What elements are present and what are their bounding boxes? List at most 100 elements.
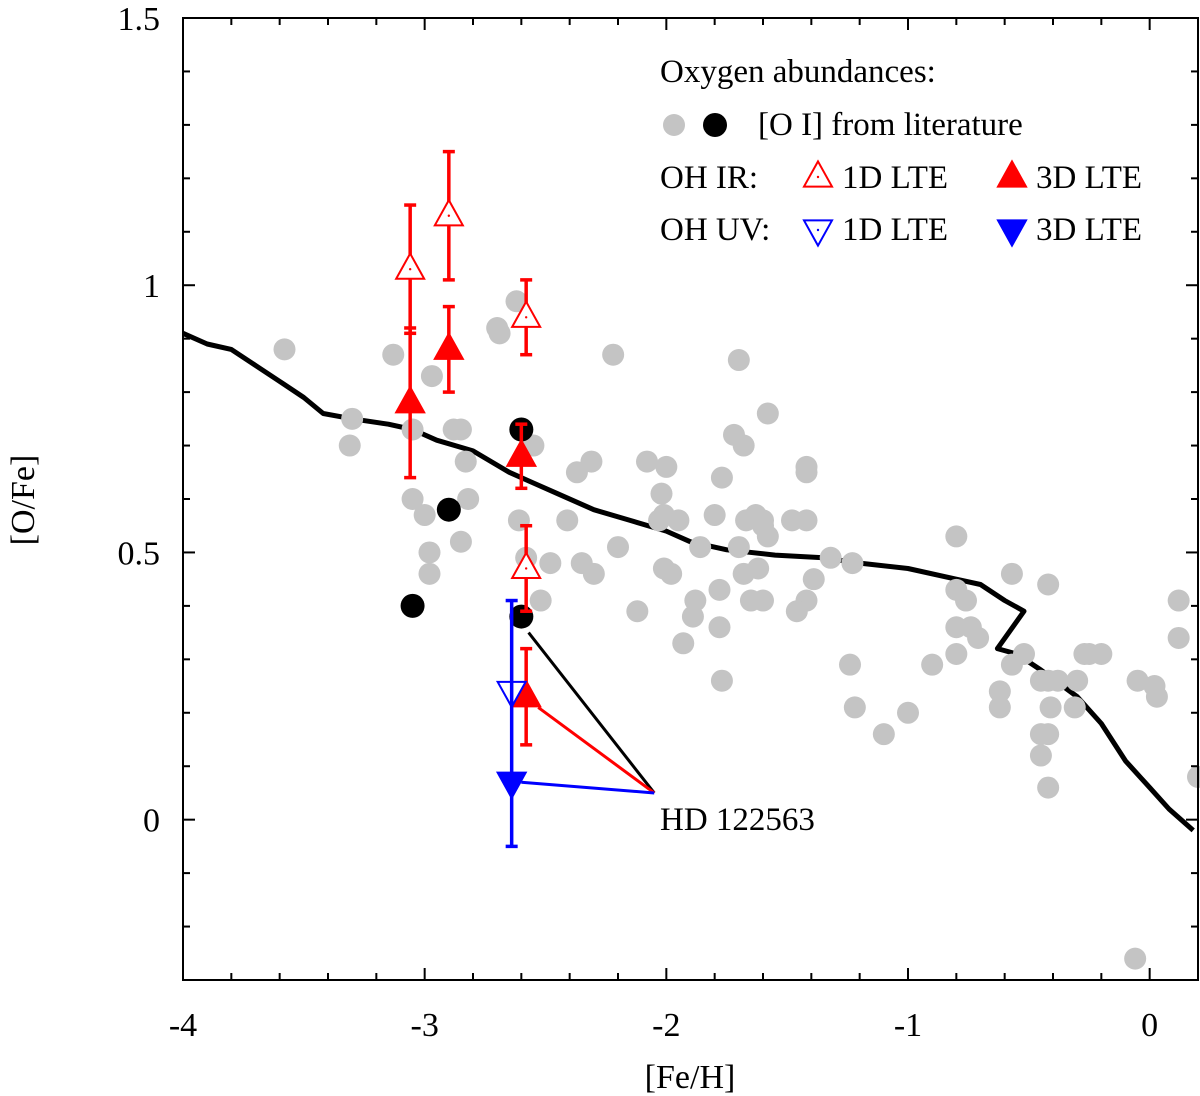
gray-point: [539, 552, 562, 575]
gray-point: [607, 536, 629, 559]
gray-point: [1167, 626, 1190, 649]
marker-center-dot: [447, 214, 451, 217]
x-axis-label: [Fe/H]: [645, 1059, 736, 1096]
legend-uv-3d-label: 3D LTE: [1036, 212, 1142, 248]
gray-point: [841, 552, 864, 575]
gray-point: [1145, 685, 1168, 708]
black-point: [436, 497, 461, 522]
y-tick-label: 0.5: [118, 535, 161, 572]
x-tick-label: -3: [411, 1007, 439, 1044]
legend-oi-label: [O I] from literature: [758, 107, 1023, 143]
gray-point: [802, 568, 825, 591]
gray-point: [660, 562, 683, 585]
gray-point: [689, 536, 712, 559]
legend-ir-3d-label: 3D LTE: [1036, 160, 1142, 196]
gray-point: [795, 461, 818, 484]
gray-point: [727, 349, 750, 372]
legend-uv-1d-marker: [802, 219, 834, 248]
gray-point: [1039, 696, 1062, 719]
x-tick-label: -2: [652, 1007, 680, 1044]
gray-point: [418, 562, 441, 585]
gray-point: [413, 504, 436, 527]
gray-point: [418, 541, 441, 564]
legend-title: Oxygen abundances:: [660, 54, 936, 90]
legend: Oxygen abundances: [O I] from literature…: [660, 54, 1142, 248]
filled-triangle-marker: [433, 331, 465, 360]
legend-uv-3d-marker: [996, 219, 1028, 248]
gray-point: [945, 642, 968, 665]
open-triangle-marker: [433, 198, 465, 227]
gray-point: [341, 407, 364, 430]
gray-point: [1037, 776, 1060, 799]
gray-point: [488, 322, 511, 345]
annotation-lines: [521, 631, 656, 795]
gray-point: [338, 434, 361, 457]
gray-point: [710, 669, 733, 692]
gray-point: [556, 509, 579, 532]
y-axis-label: [O/Fe]: [5, 455, 42, 546]
legend-ir-3d-marker: [996, 159, 1028, 188]
gray-point: [839, 653, 861, 676]
gray-point: [580, 450, 603, 473]
legend-oh-ir-label: OH IR:: [660, 160, 758, 196]
axis-ticks: -4 -3 -2 -1 0 0 0.5 1 1.5: [118, 1, 1199, 1044]
gray-point: [1000, 562, 1023, 585]
gray-point: [1187, 765, 1200, 788]
gray-point: [1090, 642, 1113, 665]
gray-point: [819, 546, 842, 569]
gray-point: [710, 466, 733, 489]
gray-point: [505, 290, 528, 313]
gray-point: [945, 525, 968, 548]
gray-point: [785, 600, 808, 623]
y-tick-label: 1: [143, 268, 160, 305]
legend-uv-1d-label: 1D LTE: [842, 212, 948, 248]
black-point: [400, 593, 425, 618]
legend-oh-uv-label: OH UV:: [660, 212, 770, 248]
gray-point: [708, 616, 731, 639]
gray-point: [732, 434, 755, 457]
legend-black-dot: [703, 113, 727, 137]
annotation-hd122563: HD 122563: [660, 802, 815, 838]
gray-point: [273, 338, 296, 361]
gray-point: [1037, 723, 1060, 746]
gray-point: [401, 488, 424, 510]
marker-center-dot: [524, 316, 528, 319]
gray-point: [708, 578, 731, 601]
gray-point: [727, 536, 750, 559]
literature-gray-points: [273, 290, 1200, 970]
gray-point: [420, 365, 443, 388]
filled-triangle-marker: [394, 385, 426, 414]
legend-ir-1d-dot: [816, 175, 820, 179]
gray-point: [672, 632, 695, 655]
x-tick-label: -1: [894, 1007, 922, 1044]
open-triangle-marker: [510, 550, 542, 580]
gray-point: [636, 450, 658, 473]
gray-point: [582, 562, 605, 585]
gray-point: [747, 557, 770, 580]
gray-point: [756, 402, 779, 425]
annotation-line-red: [537, 706, 656, 795]
annotation-line-blue: [521, 780, 655, 795]
x-tick-label: -4: [169, 1007, 197, 1044]
gray-point: [1126, 669, 1149, 692]
gray-point: [1029, 744, 1052, 767]
annotation-line-black: [527, 631, 656, 794]
gray-point: [897, 701, 919, 724]
gray-point: [703, 504, 726, 527]
gray-point: [449, 530, 472, 553]
marker-center-dot: [524, 567, 528, 570]
gray-point: [449, 418, 472, 441]
y-tick-label: 1.5: [118, 1, 161, 38]
gray-point: [529, 589, 552, 612]
legend-ir-1d-marker: [802, 159, 834, 188]
gray-point: [650, 482, 673, 505]
gray-point: [1066, 669, 1089, 692]
gray-point: [843, 696, 866, 719]
open-triangle-marker: [510, 299, 542, 328]
gray-point: [626, 600, 649, 623]
marker-center-dot: [408, 267, 412, 271]
gray-point: [967, 626, 990, 649]
open-triangle-marker: [394, 251, 426, 280]
gray-point: [955, 589, 977, 612]
